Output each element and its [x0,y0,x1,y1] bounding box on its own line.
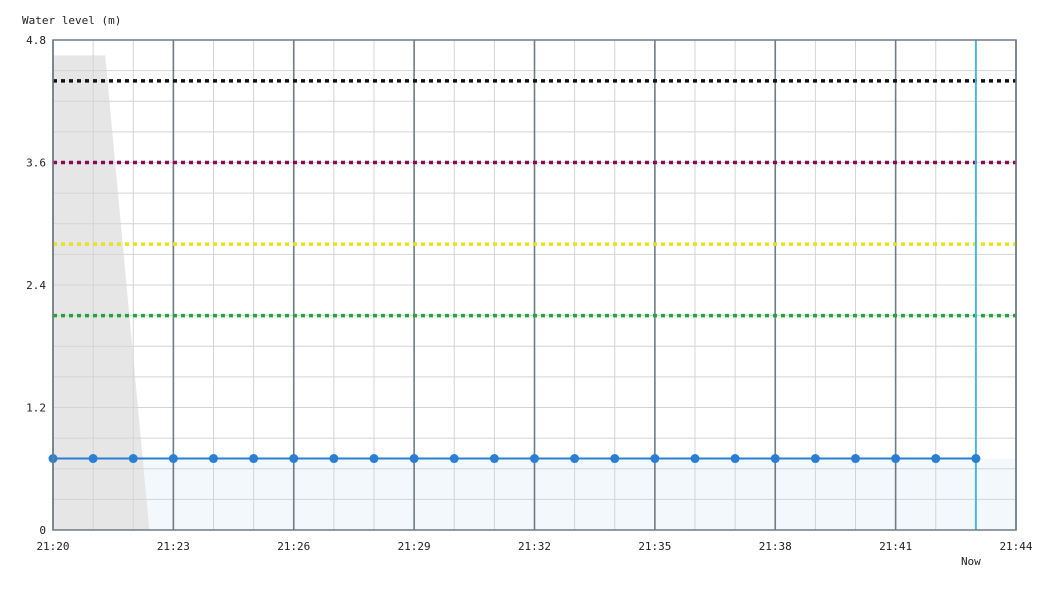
data-point [329,454,339,464]
data-point [449,454,459,464]
data-point [810,454,820,464]
data-point [971,454,981,464]
y-tick-label: 2.4 [26,279,46,292]
x-tick-label: 21:20 [36,540,69,553]
tick-labels: 0 1.2 2.4 3.6 4.8 21:20 21:23 21:26 21:29 21:32 21… [26,34,1033,568]
y-tick-label: 4.8 [26,34,46,47]
x-tick-label: 21:26 [277,540,310,553]
data-point [650,454,660,464]
data-point [931,454,941,464]
data-point [88,454,98,464]
x-tick-label: 21:38 [759,540,792,553]
data-point [690,454,700,464]
data-point [369,454,379,464]
x-tick-label: 21:32 [518,540,551,553]
data-point [209,454,218,464]
data-point [730,454,740,464]
x-tick-label: 21:35 [638,540,671,553]
data-point [249,454,259,464]
x-tick-label: 21:23 [157,540,190,553]
shaded-area [53,55,150,530]
data-point [289,454,299,464]
now-label: Now [961,555,981,568]
series-layer [48,454,981,464]
data-point [610,454,620,464]
data-point [128,454,138,464]
y-axis-title: Water level (m) [22,14,121,27]
x-tick-label: 21:29 [398,540,431,553]
threshold-lines [53,40,1016,530]
data-point [570,454,580,464]
plot-frame [52,39,1017,531]
data-point [168,454,178,464]
axes-layer [52,39,1017,531]
y-tick-label: 3.6 [26,157,46,170]
data-point [891,454,901,464]
data-point [851,454,860,464]
x-tick-label: 21:41 [879,540,912,553]
y-tick-label: 0 [39,524,46,537]
data-point [489,454,499,464]
y-tick-label: 1.2 [26,402,46,415]
data-point [409,454,419,464]
data-point [530,454,539,464]
x-tick-label: 21:44 [999,540,1032,553]
data-point [770,454,780,464]
